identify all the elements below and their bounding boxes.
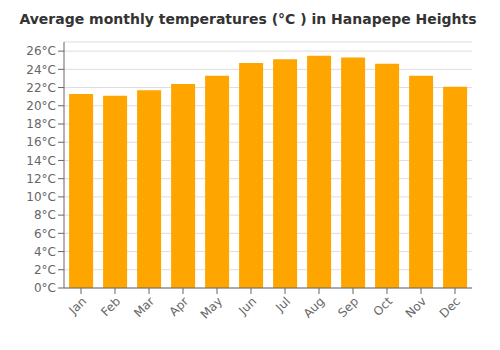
svg-text:26°C: 26°C	[26, 44, 56, 58]
svg-text:Feb: Feb	[98, 294, 123, 319]
svg-text:4°C: 4°C	[34, 245, 56, 259]
svg-text:20°C: 20°C	[26, 99, 56, 113]
svg-text:May: May	[198, 294, 225, 321]
svg-text:Oct: Oct	[371, 294, 396, 319]
svg-text:24°C: 24°C	[26, 63, 56, 77]
svg-text:Sep: Sep	[335, 294, 361, 320]
svg-text:Jun: Jun	[235, 294, 259, 318]
svg-text:Nov: Nov	[403, 294, 429, 320]
svg-text:10°C: 10°C	[26, 190, 56, 204]
svg-text:8°C: 8°C	[34, 208, 56, 222]
svg-text:Jul: Jul	[272, 294, 293, 315]
svg-text:14°C: 14°C	[26, 154, 56, 168]
svg-text:16°C: 16°C	[26, 135, 56, 149]
svg-text:0°C: 0°C	[34, 281, 56, 295]
html-text:Average monthly temperatures (: Average monthly temperatures (°C ) in Ha…	[19, 11, 477, 27]
svg-text:6°C: 6°C	[34, 227, 56, 241]
svg-text:2°C: 2°C	[34, 263, 56, 277]
svg-text:22°C: 22°C	[26, 81, 56, 95]
svg-text:18°C: 18°C	[26, 117, 56, 131]
svg-text:12°C: 12°C	[26, 172, 56, 186]
svg-text:Dec: Dec	[437, 294, 463, 320]
svg-text:Mar: Mar	[131, 294, 157, 320]
svg-text:Apr: Apr	[167, 294, 192, 319]
svg-text:Aug: Aug	[301, 294, 327, 320]
svg-text:Jan: Jan	[65, 294, 89, 318]
